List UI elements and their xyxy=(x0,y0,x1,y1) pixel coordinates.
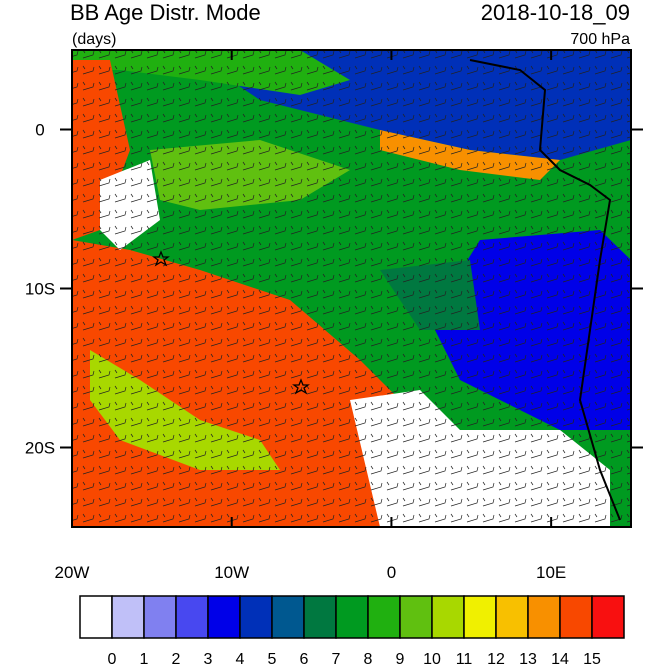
y-tick-label: 20S xyxy=(25,439,55,458)
y-tick-label: 0 xyxy=(35,121,44,140)
colorbar-box xyxy=(559,595,593,639)
colorbar-box xyxy=(79,595,113,639)
colorbar-box xyxy=(431,595,465,639)
colorbar-box xyxy=(239,595,273,639)
colorbar-label: 11 xyxy=(456,651,473,667)
colorbar-box xyxy=(175,595,209,639)
colorbar-box xyxy=(111,595,145,639)
colorbar-label: 8 xyxy=(364,651,373,667)
colorbar-label: 13 xyxy=(519,651,537,667)
colorbar-box xyxy=(335,595,369,639)
colorbar-label: 12 xyxy=(487,651,505,667)
colorbar-label: 5 xyxy=(268,651,277,667)
colorbar-label: 6 xyxy=(300,651,309,667)
colorbar-label: 15 xyxy=(583,651,601,667)
units: (days) xyxy=(72,31,116,48)
colorbar-label: 4 xyxy=(236,651,245,667)
colorbar-box xyxy=(271,595,305,639)
colorbar-label: 10 xyxy=(423,651,441,667)
colorbar-label: 1 xyxy=(140,651,149,667)
y-tick-label: 10S xyxy=(25,280,55,299)
x-tick-label: 0 xyxy=(387,563,396,582)
colorbar-box xyxy=(527,595,561,639)
date: 2018-10-18_09 xyxy=(481,0,630,25)
colorbar-box xyxy=(143,595,177,639)
colorbar-box xyxy=(399,595,433,639)
x-tick-label: 10W xyxy=(214,563,249,582)
colorbar-box xyxy=(207,595,241,639)
x-tick-label: 20W xyxy=(55,563,90,582)
level: 700 hPa xyxy=(570,31,630,48)
colorbar-label: 3 xyxy=(204,651,213,667)
colorbar-label: 9 xyxy=(396,651,405,667)
colorbar-label: 2 xyxy=(172,651,181,667)
colorbar-box xyxy=(591,595,625,639)
map-field xyxy=(72,50,631,527)
colorbar-box xyxy=(303,595,337,639)
x-tick-label: 10E xyxy=(536,563,566,582)
colorbar-label: 7 xyxy=(332,651,341,667)
colorbar-box xyxy=(463,595,497,639)
colorbar-label: 14 xyxy=(551,651,569,667)
title: BB Age Distr. Mode xyxy=(70,0,261,25)
colorbar-box xyxy=(367,595,401,639)
colorbar-label: 0 xyxy=(108,651,117,667)
colorbar-box xyxy=(495,595,529,639)
